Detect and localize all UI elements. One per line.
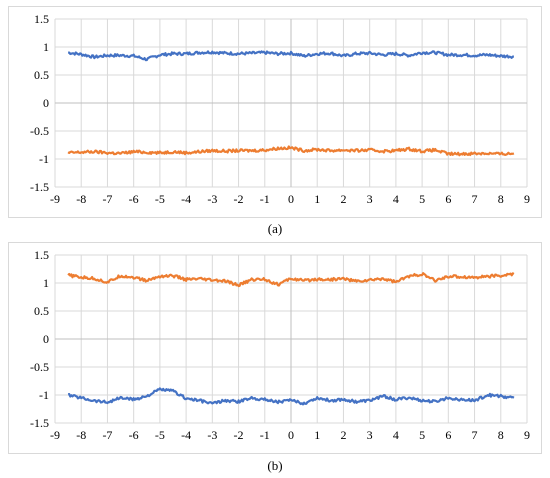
y-tick-label: 0.5 <box>34 304 49 318</box>
x-tick-label: -6 <box>129 428 139 442</box>
x-tick-label: -4 <box>181 192 191 206</box>
line-chart-a: 1.5 1 0.5 0 -0.5 -1 -1.5-9 -8 -7 -6 -5 -4 -3 -2 -1 0 1 2 3… <box>30 12 530 206</box>
y-tick-label: 1.5 <box>34 12 49 26</box>
x-tick-label: -2 <box>234 192 244 206</box>
y-tick-label: 0.5 <box>34 68 49 82</box>
x-tick-label: -3 <box>207 428 217 442</box>
x-tick-label: 8 <box>498 192 504 206</box>
x-tick-label: 0 <box>288 192 294 206</box>
chart-panel-b: 1.5 1 0.5 0 -0.5 -1 -1.5 -9 -8 -7 -6 -5 -4 -3 -2 -1 0 1 2 3… <box>8 242 542 454</box>
y-tick-label: 1 <box>43 40 49 54</box>
x-tick-label: 6 <box>445 428 451 442</box>
x-tick-label: -7 <box>102 428 112 442</box>
x-tick-label: 5 <box>419 428 425 442</box>
x-tick-label: 2 <box>340 192 346 206</box>
series-line-1 <box>67 272 515 288</box>
x-tick-label: -4 <box>181 428 191 442</box>
x-tick-label: -1 <box>260 192 270 206</box>
y-tick-label: -1.5 <box>30 180 49 194</box>
series-line-2 <box>67 387 515 406</box>
x-tick-label: 5 <box>419 192 425 206</box>
x-tick-label: 3 <box>367 192 373 206</box>
y-tick-label: -1 <box>39 152 49 166</box>
x-tick-label: -3 <box>207 192 217 206</box>
y-tick-label: -0.5 <box>30 360 49 374</box>
x-tick-label: 4 <box>393 428 399 442</box>
y-tick-label: -1 <box>39 388 49 402</box>
x-tick-label: 8 <box>498 428 504 442</box>
caption-a: (a) <box>267 221 283 236</box>
x-tick-label: -6 <box>129 192 139 206</box>
x-tick-label: 6 <box>445 192 451 206</box>
x-tick-label: -8 <box>76 192 86 206</box>
series-line-2 <box>67 145 515 157</box>
x-tick-label: 9 <box>524 192 530 206</box>
x-tick-label: -5 <box>155 192 165 206</box>
x-tick-label: 7 <box>472 192 478 206</box>
y-tick-label: 1 <box>43 276 49 290</box>
y-tick-label: -1.5 <box>30 416 49 430</box>
x-tick-label: -9 <box>50 428 60 442</box>
chart-panel-a: 1.5 1 0.5 0 -0.5 -1 -1.5 -9 -8 -7 -6 -5 -4 -3 -2 -1 0 1 2 3… <box>8 6 542 218</box>
x-tick-label: 1 <box>314 192 320 206</box>
x-tick-label: -8 <box>76 428 86 442</box>
x-tick-label: 0 <box>288 428 294 442</box>
x-tick-label: -7 <box>102 192 112 206</box>
caption-b: (b) <box>267 458 283 473</box>
x-tick-label: 1 <box>314 428 320 442</box>
x-tick-label: 2 <box>340 428 346 442</box>
y-tick-label: -0.5 <box>30 124 49 138</box>
line-chart-b: 1.5 1 0.5 0 -0.5 -1 -1.5-9 -8 -7 -6 -5 -4 -3 -2 -1 0 1 2 3… <box>30 248 530 442</box>
x-tick-label: -9 <box>50 192 60 206</box>
x-tick-label: 7 <box>472 428 478 442</box>
y-tick-label: 0 <box>43 96 49 110</box>
x-tick-label: -5 <box>155 428 165 442</box>
x-tick-label: -2 <box>234 428 244 442</box>
x-tick-label: -1 <box>260 428 270 442</box>
series-line-1 <box>68 50 514 62</box>
x-tick-label: 4 <box>393 192 399 206</box>
x-tick-label: 3 <box>367 428 373 442</box>
x-tick-label: 9 <box>524 428 530 442</box>
y-tick-label: 0 <box>43 332 49 346</box>
y-tick-label: 1.5 <box>34 248 49 262</box>
